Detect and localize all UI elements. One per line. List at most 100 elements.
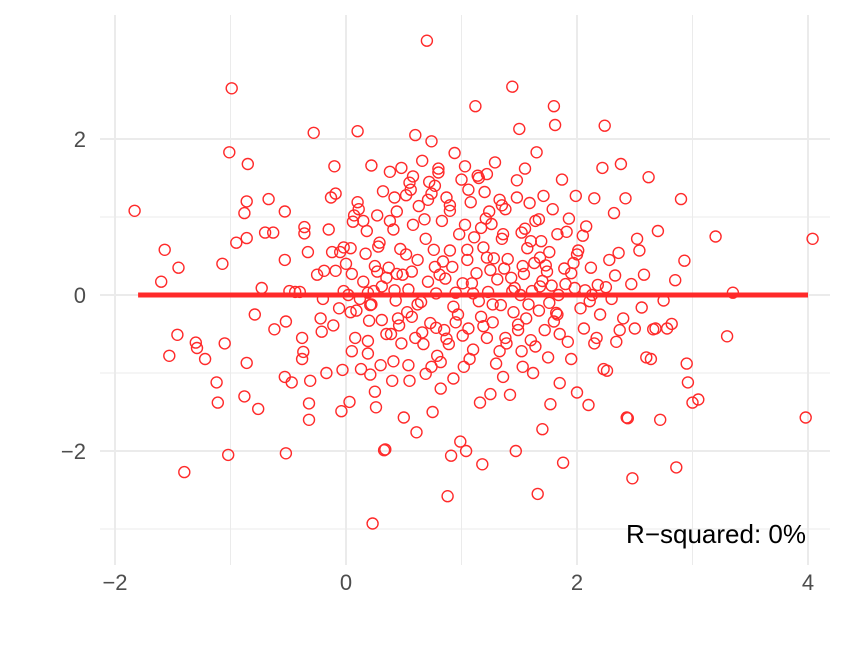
data-point <box>210 376 223 389</box>
data-point <box>584 261 598 274</box>
data-point <box>477 320 490 333</box>
data-point <box>447 372 460 385</box>
data-point <box>479 212 492 225</box>
x-tick-label: 0 <box>340 570 352 595</box>
data-point <box>384 327 398 341</box>
data-point <box>469 99 482 113</box>
data-point <box>530 146 543 159</box>
data-point <box>240 231 253 245</box>
data-point <box>515 226 528 239</box>
data-point <box>462 183 475 196</box>
x-tick-label: −2 <box>102 570 127 595</box>
data-point <box>361 347 375 360</box>
data-point <box>268 323 281 336</box>
y-tick-label: 2 <box>74 127 86 152</box>
data-point <box>339 257 353 270</box>
data-point <box>511 318 525 331</box>
data-point <box>505 271 518 284</box>
data-point <box>405 265 418 278</box>
data-point <box>449 316 462 329</box>
data-point <box>588 192 601 205</box>
data-point <box>494 298 507 312</box>
data-point <box>603 253 616 267</box>
data-point <box>411 253 424 267</box>
data-point <box>301 245 315 259</box>
data-point <box>295 331 309 345</box>
data-point <box>409 331 422 345</box>
data-point <box>416 154 429 168</box>
data-point <box>458 218 472 232</box>
data-point <box>380 327 393 341</box>
data-point <box>516 360 529 373</box>
data-point <box>357 275 370 288</box>
data-point <box>190 341 204 355</box>
data-point <box>453 227 466 241</box>
data-point <box>238 206 251 220</box>
data-point <box>486 298 499 311</box>
data-point <box>660 322 674 335</box>
data-point <box>344 241 357 255</box>
data-point <box>383 214 397 228</box>
data-point <box>500 337 513 350</box>
data-point <box>556 456 570 469</box>
data-point <box>344 306 357 319</box>
data-point <box>278 253 291 267</box>
data-point <box>642 170 655 184</box>
data-point <box>543 245 556 259</box>
x-tick-label: 4 <box>802 570 814 595</box>
data-point <box>506 80 519 93</box>
data-point <box>171 328 184 341</box>
data-point <box>480 331 494 345</box>
data-point <box>198 352 212 366</box>
data-point <box>302 413 316 426</box>
data-point <box>456 329 469 342</box>
data-point <box>562 212 576 225</box>
data-point <box>158 243 171 257</box>
data-point <box>278 205 291 218</box>
data-point <box>310 268 324 281</box>
data-point <box>458 160 472 173</box>
data-point <box>372 240 385 253</box>
data-point <box>550 306 563 320</box>
tick-labels: −2 0 2 4 −2 0 2 <box>61 127 814 595</box>
data-point <box>412 199 425 213</box>
data-point <box>637 268 651 281</box>
data-point <box>633 244 646 257</box>
data-point <box>329 264 342 277</box>
data-point <box>524 234 537 248</box>
data-point <box>345 267 358 281</box>
data-point <box>569 189 582 203</box>
data-point <box>692 393 705 406</box>
data-point <box>593 308 607 321</box>
data-point <box>252 402 265 416</box>
data-point <box>352 202 365 216</box>
data-point <box>560 225 573 239</box>
data-point <box>444 449 458 462</box>
data-point <box>387 223 400 236</box>
data-point <box>223 146 236 159</box>
data-point <box>387 355 400 368</box>
data-point <box>221 448 235 462</box>
data-point <box>379 443 392 456</box>
data-point <box>480 251 494 264</box>
data-point <box>386 374 399 387</box>
data-point <box>461 253 474 267</box>
data-point <box>665 317 678 331</box>
data-point <box>484 263 497 277</box>
data-point <box>357 214 370 228</box>
data-point <box>349 331 362 345</box>
data-point <box>669 274 682 287</box>
data-point <box>503 388 517 401</box>
data-point <box>267 226 280 239</box>
data-point <box>345 345 358 358</box>
data-point <box>644 352 658 366</box>
data-point <box>443 204 457 218</box>
data-point <box>591 278 604 292</box>
data-point <box>298 227 311 240</box>
data-point <box>285 376 298 389</box>
data-point <box>327 319 340 332</box>
data-point <box>406 218 420 232</box>
data-point <box>529 340 542 353</box>
data-point <box>328 160 341 173</box>
data-point <box>163 349 176 362</box>
